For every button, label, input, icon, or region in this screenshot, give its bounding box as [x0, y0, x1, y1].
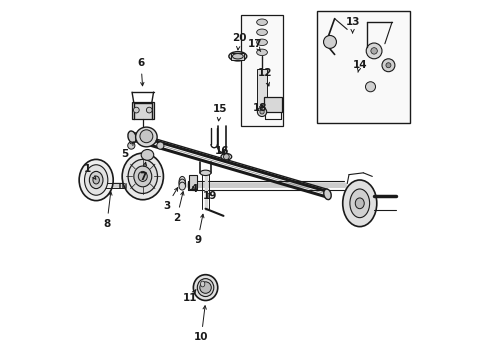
Ellipse shape	[194, 275, 218, 301]
Ellipse shape	[221, 153, 232, 160]
Text: 14: 14	[352, 59, 367, 72]
Text: 9: 9	[194, 214, 204, 245]
Text: 20: 20	[232, 33, 246, 50]
Ellipse shape	[343, 180, 377, 226]
Ellipse shape	[257, 49, 268, 55]
Ellipse shape	[138, 171, 147, 181]
Bar	[190, 175, 197, 189]
Text: 15: 15	[213, 104, 227, 121]
Bar	[317, 12, 410, 123]
Circle shape	[147, 107, 152, 113]
Text: 13: 13	[345, 17, 360, 33]
Ellipse shape	[232, 54, 243, 59]
Ellipse shape	[324, 189, 331, 200]
Circle shape	[157, 142, 164, 149]
Ellipse shape	[84, 165, 108, 195]
Text: 11: 11	[183, 290, 197, 303]
Circle shape	[260, 110, 264, 114]
Ellipse shape	[179, 176, 186, 187]
Ellipse shape	[179, 179, 186, 188]
Ellipse shape	[257, 29, 268, 36]
Bar	[264, 97, 282, 112]
Text: 3: 3	[163, 188, 178, 211]
Circle shape	[323, 36, 337, 48]
Ellipse shape	[179, 182, 186, 190]
Bar	[132, 102, 153, 119]
Circle shape	[257, 107, 267, 117]
Text: 16: 16	[215, 146, 230, 156]
Circle shape	[386, 63, 391, 68]
Ellipse shape	[355, 198, 364, 209]
Ellipse shape	[141, 149, 154, 160]
Circle shape	[382, 59, 395, 72]
Ellipse shape	[200, 170, 211, 176]
Circle shape	[371, 48, 377, 54]
Ellipse shape	[89, 171, 103, 189]
Ellipse shape	[257, 19, 268, 26]
Ellipse shape	[128, 159, 157, 193]
Bar	[257, 69, 267, 112]
Circle shape	[223, 154, 229, 159]
Ellipse shape	[134, 166, 152, 187]
Ellipse shape	[122, 153, 164, 200]
Ellipse shape	[136, 127, 157, 147]
Text: 2: 2	[173, 192, 184, 222]
Circle shape	[128, 142, 135, 149]
Ellipse shape	[93, 176, 99, 184]
Text: 12: 12	[257, 68, 272, 86]
Text: 17: 17	[248, 39, 262, 51]
Text: 10: 10	[194, 306, 209, 342]
Bar	[231, 53, 245, 60]
Circle shape	[200, 282, 211, 293]
Ellipse shape	[257, 39, 268, 45]
Ellipse shape	[350, 189, 369, 218]
Text: 6: 6	[137, 58, 145, 86]
Text: 4: 4	[191, 184, 198, 194]
Text: 18: 18	[253, 103, 268, 113]
Circle shape	[366, 82, 375, 92]
Text: 19: 19	[203, 191, 218, 201]
Ellipse shape	[200, 281, 205, 287]
Text: 1: 1	[84, 164, 96, 179]
Bar	[242, 15, 283, 126]
Ellipse shape	[79, 159, 113, 201]
Circle shape	[140, 130, 153, 143]
Ellipse shape	[197, 279, 214, 297]
Ellipse shape	[128, 131, 136, 143]
Ellipse shape	[229, 51, 247, 61]
Text: 5: 5	[121, 142, 133, 159]
Text: 7: 7	[139, 162, 147, 182]
Circle shape	[133, 107, 139, 113]
Circle shape	[366, 43, 382, 59]
Text: 8: 8	[103, 192, 112, 229]
